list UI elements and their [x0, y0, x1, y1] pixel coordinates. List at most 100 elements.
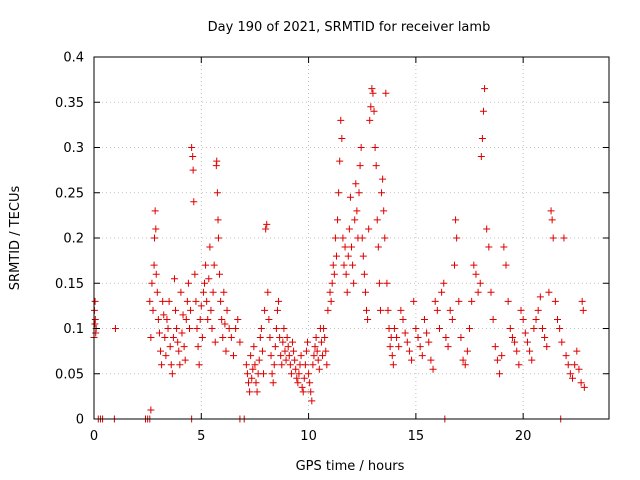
data-point [308, 397, 316, 405]
data-point [370, 107, 378, 115]
data-point [199, 288, 207, 296]
data-point [342, 270, 350, 278]
y-tick-label: 0.15 [55, 277, 84, 292]
data-point [466, 325, 474, 332]
data-point [187, 306, 195, 314]
data-point [349, 261, 357, 269]
data-point [360, 270, 368, 278]
data-point [290, 347, 298, 355]
data-point [258, 347, 266, 355]
data-point [498, 352, 506, 360]
data-point [564, 361, 572, 369]
data-point [380, 207, 388, 215]
data-point [412, 325, 420, 332]
axis-ticks: 0 0.05 0.1 0.15 0.2 0.25 0.3 0.35 0.4 0 5 10 15 20 [55, 51, 609, 444]
data-point [408, 356, 416, 364]
y-tick-label: 0 [76, 413, 84, 428]
data-point [281, 347, 289, 355]
data-point [448, 315, 456, 323]
data-point [155, 329, 163, 337]
data-point [205, 275, 213, 283]
data-point [307, 388, 315, 396]
data-point [378, 189, 386, 197]
data-point [379, 175, 387, 183]
data-point [414, 334, 422, 342]
data-point [519, 315, 527, 323]
data-point [282, 356, 290, 364]
data-point [265, 315, 273, 323]
data-point [577, 379, 585, 387]
data-point [489, 315, 497, 323]
data-point [267, 352, 275, 360]
data-point [201, 279, 209, 287]
y-tick-label: 0.05 [55, 367, 84, 382]
data-point [305, 370, 313, 378]
data-point [260, 370, 268, 378]
data-point [356, 162, 364, 170]
data-point [181, 356, 189, 364]
data-point [269, 379, 277, 387]
data-point [248, 374, 256, 382]
data-point [359, 252, 367, 260]
data-point [153, 288, 161, 296]
data-point [147, 406, 155, 414]
data-point [545, 288, 553, 296]
data-point [245, 379, 252, 387]
data-point [416, 343, 424, 351]
data-point [211, 338, 219, 346]
data-point [534, 306, 542, 314]
data-point [278, 361, 286, 369]
data-point [358, 234, 366, 242]
data-point [566, 370, 574, 378]
data-point [184, 279, 192, 287]
data-point [332, 252, 340, 260]
data-point [252, 379, 260, 387]
data-point [393, 334, 401, 342]
data-point [549, 234, 557, 242]
data-point [345, 225, 353, 233]
data-point [312, 334, 320, 342]
data-point [384, 306, 392, 314]
data-point [174, 338, 182, 346]
data-point [193, 325, 201, 332]
data-point [253, 388, 261, 396]
data-point [151, 234, 159, 242]
data-point [438, 288, 446, 296]
data-point [513, 347, 521, 355]
data-point [389, 361, 397, 369]
data-point [243, 370, 251, 378]
data-point [357, 144, 365, 151]
data-point [222, 347, 230, 355]
data-point [225, 325, 233, 332]
data-point [178, 329, 186, 337]
data-point [227, 334, 235, 342]
data-point [328, 279, 336, 287]
data-point [284, 343, 292, 351]
data-point [536, 293, 544, 301]
data-point [264, 288, 272, 296]
data-point [573, 347, 581, 355]
data-point [403, 338, 411, 346]
data-point [558, 338, 566, 346]
x-tick-label: 10 [300, 429, 317, 444]
data-point [569, 374, 577, 382]
x-tick-label: 20 [515, 429, 532, 444]
data-point [515, 361, 523, 369]
data-point [198, 334, 206, 342]
data-point [506, 325, 514, 332]
data-point [250, 343, 258, 351]
data-point [348, 243, 355, 251]
data-point [306, 379, 314, 387]
data-point [159, 297, 167, 305]
data-point [291, 356, 299, 364]
data-point [401, 329, 409, 337]
data-point [427, 356, 435, 364]
data-point [383, 279, 391, 287]
data-point [353, 207, 361, 215]
data-point [335, 189, 343, 197]
data-point [242, 361, 250, 369]
data-point [246, 388, 254, 396]
data-point [390, 325, 398, 332]
data-point [381, 234, 389, 242]
data-point [275, 297, 283, 305]
